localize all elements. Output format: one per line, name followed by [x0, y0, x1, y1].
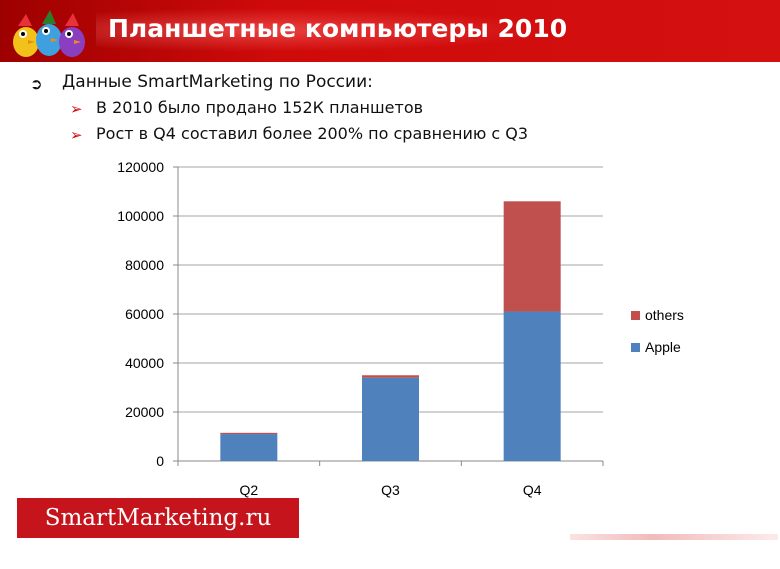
birds-logo-icon — [13, 10, 85, 57]
legend-swatch — [631, 311, 640, 320]
bullet-sub-item: ➢ Рост в Q4 составил более 200% по сравн… — [70, 122, 528, 148]
brand-banner[interactable]: SmartMarketing.ru — [17, 498, 299, 538]
bar-apple-q3 — [362, 377, 419, 461]
y-tick-label: 100000 — [117, 208, 164, 224]
y-tick-label: 0 — [156, 453, 164, 469]
y-tick-label: 40000 — [125, 355, 164, 371]
page-title: Планшетные компьютеры 2010 — [108, 14, 568, 43]
title-bar: Планшетные компьютеры 2010 — [0, 0, 780, 62]
legend-swatch — [631, 343, 640, 352]
chevron-bullet-icon: ➢ — [70, 126, 83, 144]
legend-label: others — [645, 307, 684, 323]
title-glow — [96, 8, 556, 52]
bullet-sub-text: Рост в Q4 составил более 200% по сравнен… — [96, 124, 529, 143]
bullet-sub-text: В 2010 было продано 152К планшетов — [96, 98, 424, 117]
x-tick-label: Q3 — [381, 482, 400, 498]
brand-text: SmartMarketing.ru — [44, 505, 272, 531]
y-tick-label: 80000 — [125, 257, 164, 273]
bar-others-q3 — [362, 375, 419, 378]
bullet-main-text: Данные SmartMarketing по России: — [62, 72, 373, 92]
y-tick-label: 60000 — [125, 306, 164, 322]
y-tick-label: 20000 — [125, 404, 164, 420]
legend-label: Apple — [645, 339, 681, 355]
bar-others-q4 — [503, 201, 561, 312]
bullet-list: ➲ Данные SmartMarketing по России: ➢ В 2… — [30, 70, 528, 148]
footer-strip — [570, 534, 778, 540]
x-tick-label: Q2 — [239, 482, 258, 498]
x-tick-label: Q4 — [523, 482, 542, 498]
bar-apple-q4 — [503, 311, 561, 461]
bar-others-q2 — [220, 432, 278, 435]
bullet-sub-item: ➢ В 2010 было продано 152К планшетов — [70, 96, 528, 122]
chevron-bullet-icon: ➢ — [70, 100, 83, 118]
double-arrow-bullet-icon: ➲ — [30, 75, 43, 93]
bullet-main: ➲ Данные SmartMarketing по России: — [30, 70, 528, 96]
y-tick-label: 120000 — [117, 159, 164, 175]
bar-apple-q2 — [220, 434, 278, 461]
